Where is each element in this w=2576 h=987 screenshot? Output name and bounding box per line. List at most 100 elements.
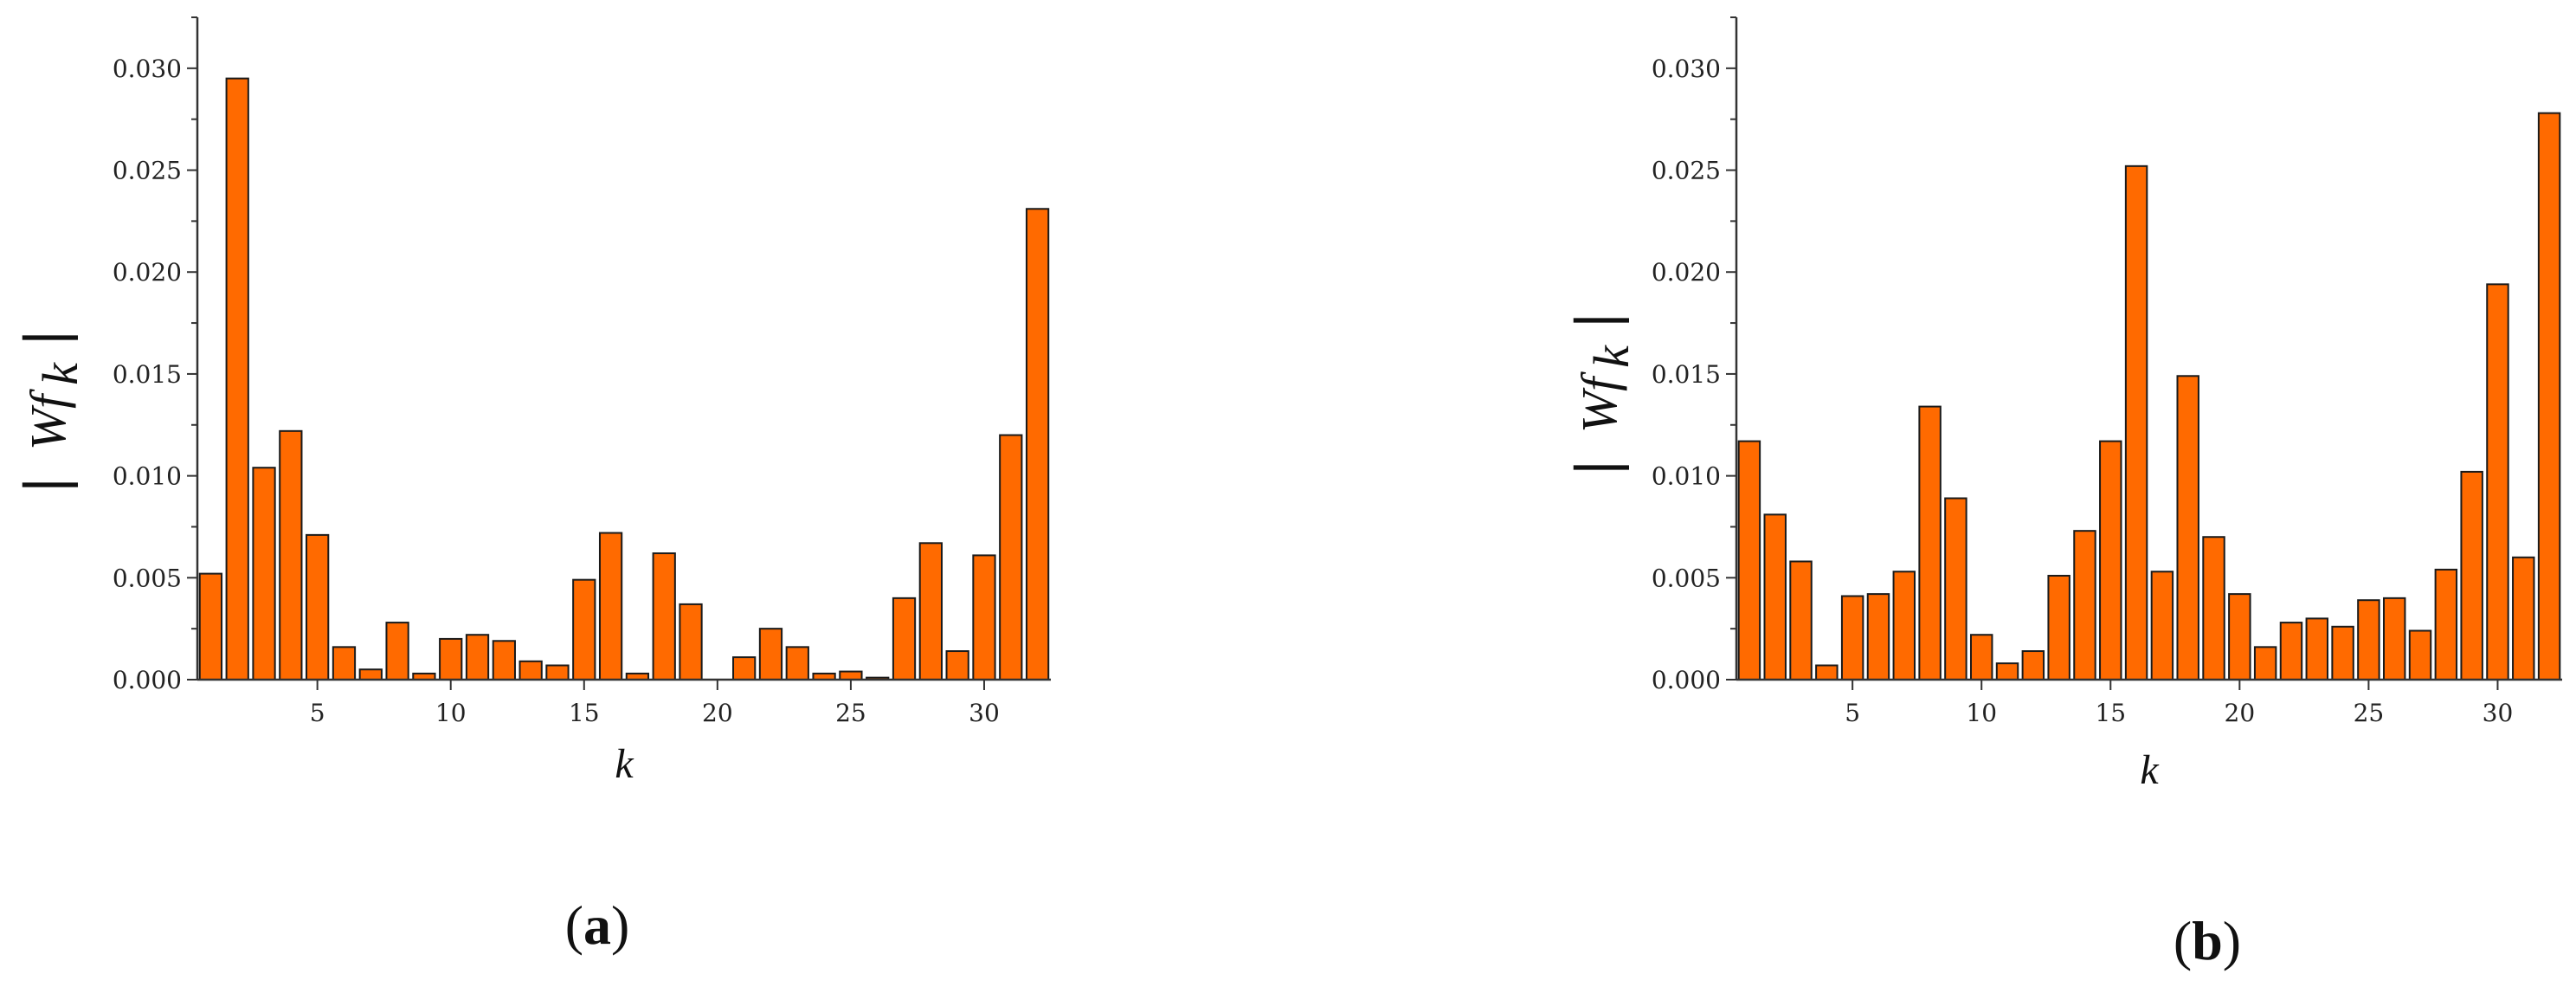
y-tick-label: 0.010 <box>1652 462 1721 491</box>
y-tick-label: 0.010 <box>113 462 182 491</box>
bar-k-6 <box>332 646 357 681</box>
bar-k-14 <box>2073 530 2096 681</box>
x-tick-label: 5 <box>310 699 325 727</box>
bar-k-27 <box>2408 629 2432 681</box>
x-tick-label: 20 <box>702 699 733 727</box>
bar-k-6 <box>1866 593 1890 681</box>
bar-k-8 <box>385 622 409 681</box>
x-tick-label: 25 <box>835 699 866 727</box>
bar-k-24 <box>2331 625 2354 681</box>
bar-k-4 <box>279 429 303 681</box>
bar-k-23 <box>785 646 809 681</box>
y-tick-label: 0.020 <box>1652 258 1721 287</box>
y-tick-label: 0.020 <box>113 258 182 287</box>
bar-k-32 <box>1025 208 1050 681</box>
bar-k-15 <box>572 578 596 681</box>
bar-k-13 <box>2047 574 2070 681</box>
svg-text:k: k <box>32 362 88 385</box>
bar-k-29 <box>945 650 969 681</box>
panel-label: (a) <box>565 894 630 956</box>
bar-k-15 <box>2099 440 2122 681</box>
bar-k-21 <box>732 656 757 681</box>
bar-k-16 <box>2124 164 2148 681</box>
bar-k-7 <box>1892 571 1916 681</box>
bar-k-7 <box>358 668 383 681</box>
bar-k-3 <box>252 467 276 681</box>
chart-panel-a: 0.000 0.005 0.010 0.015 0.020 0.025 0.030 5 10 15… <box>15 16 1051 956</box>
bar-k-19 <box>2202 536 2225 681</box>
y-tick-label: 0.030 <box>113 55 182 83</box>
bars <box>1737 112 2561 681</box>
bar-k-23 <box>2305 617 2329 681</box>
bar-k-30 <box>972 554 996 681</box>
bar-k-25 <box>839 670 863 681</box>
bar-k-13 <box>518 660 543 681</box>
x-tick-label: 10 <box>1966 699 1997 727</box>
y-tick-label: 0.015 <box>1652 360 1721 389</box>
bar-k-31 <box>2512 556 2535 681</box>
svg-text:|: | <box>15 328 79 347</box>
bar-k-1 <box>198 572 223 681</box>
bar-k-22 <box>758 628 783 681</box>
bar-k-26 <box>2382 597 2406 681</box>
bar-k-5 <box>1840 595 1864 681</box>
svg-text:Wf: Wf <box>1571 371 1627 433</box>
x-tick-label: 30 <box>969 699 1000 727</box>
bar-k-25 <box>2357 599 2380 681</box>
svg-text:Wf: Wf <box>20 389 76 450</box>
x-axis-label: k <box>2140 747 2160 793</box>
y-tick-label: 0.025 <box>1652 157 1721 185</box>
x-tick-label: 10 <box>435 699 467 727</box>
bar-k-32 <box>2537 112 2561 681</box>
y-axis-label: | Wf k | <box>15 328 88 494</box>
bar-k-30 <box>2486 283 2509 681</box>
bar-k-21 <box>2253 646 2277 681</box>
y-axis-label: | Wf k | <box>1566 311 1639 477</box>
bar-k-10 <box>1969 634 1993 681</box>
bar-k-28 <box>2434 568 2458 681</box>
bar-k-22 <box>2279 622 2303 681</box>
bar-k-19 <box>679 603 703 681</box>
bar-k-27 <box>892 597 917 681</box>
bar-k-4 <box>1815 664 1839 681</box>
x-axis-label: k <box>615 741 634 787</box>
bar-k-17 <box>2150 571 2174 681</box>
x-tick-label: 15 <box>569 699 600 727</box>
bars <box>198 77 1050 681</box>
svg-text:|: | <box>1566 458 1630 477</box>
bar-k-29 <box>2460 470 2483 681</box>
bar-k-18 <box>2176 375 2199 681</box>
y-tick-label: 0.005 <box>113 564 182 592</box>
x-tick-label: 25 <box>2354 699 2385 727</box>
x-tick-label: 30 <box>2483 699 2514 727</box>
bar-k-14 <box>545 664 570 681</box>
panel-label: (b) <box>2174 910 2241 971</box>
svg-text:|: | <box>15 475 79 494</box>
y-tick-label: 0.000 <box>1652 666 1721 694</box>
bar-k-2 <box>1763 513 1787 681</box>
bar-k-12 <box>2021 650 2045 681</box>
y-tick-label: 0.000 <box>113 666 182 694</box>
y-tick-label: 0.025 <box>113 157 182 185</box>
x-tick-label: 20 <box>2225 699 2256 727</box>
svg-text:k: k <box>1583 345 1639 368</box>
bar-k-2 <box>225 77 249 681</box>
bar-k-18 <box>652 552 676 681</box>
bar-k-3 <box>1789 560 1813 681</box>
bar-k-20 <box>2228 593 2251 681</box>
bar-k-5 <box>306 533 330 681</box>
bar-k-1 <box>1737 440 1761 681</box>
bar-k-11 <box>465 634 490 681</box>
bar-k-11 <box>1995 662 2019 681</box>
y-tick-label: 0.030 <box>1652 55 1721 83</box>
bar-k-28 <box>918 542 943 681</box>
bar-k-16 <box>598 532 623 681</box>
bar-k-12 <box>492 640 516 681</box>
x-tick-label: 15 <box>2095 699 2126 727</box>
bar-k-9 <box>1944 497 1967 681</box>
svg-text:|: | <box>1566 311 1630 330</box>
y-tick-label: 0.005 <box>1652 564 1721 592</box>
chart-panel-b: 0.000 0.005 0.010 0.015 0.020 0.025 0.030 5 10 15… <box>1566 16 2562 971</box>
bar-k-31 <box>999 434 1023 681</box>
